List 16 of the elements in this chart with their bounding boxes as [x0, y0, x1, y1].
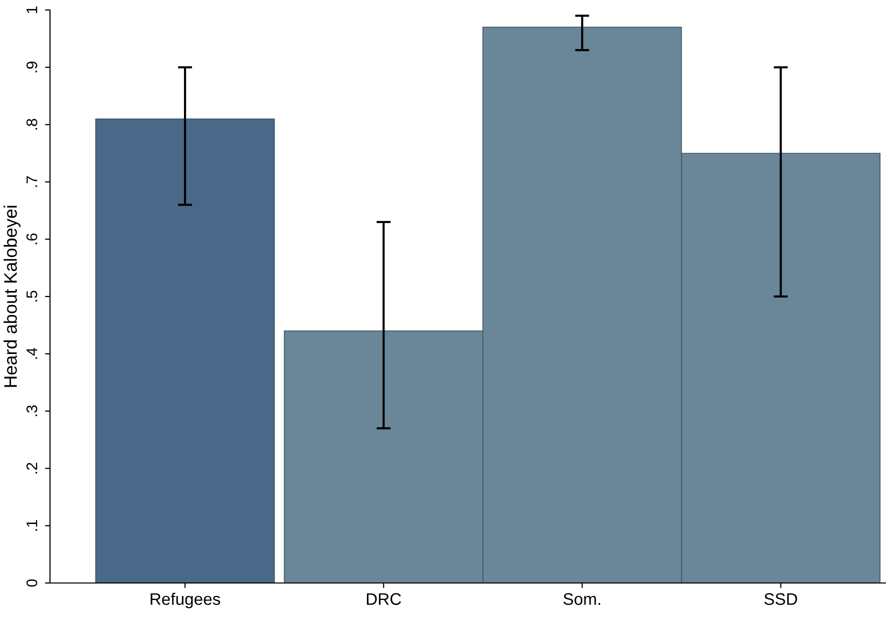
x-tick-label: SSD — [764, 593, 798, 605]
y-tick-label: .6 — [26, 234, 38, 244]
x-tick-label: DRC — [366, 593, 402, 605]
x-tick-label: Refugees — [150, 592, 220, 608]
y-tick-label: .7 — [26, 176, 38, 187]
y-tick-label: .2 — [26, 462, 38, 474]
y-tick-label: .3 — [26, 405, 38, 416]
y-tick-label: 0 — [26, 579, 38, 587]
y-tick-label: .5 — [26, 290, 38, 302]
y-tick-label: .9 — [26, 62, 38, 72]
y-axis-title: Heard about Kalobeyei — [4, 206, 20, 387]
y-tick-label: 1 — [26, 6, 38, 14]
y-tick-label: .1 — [26, 520, 38, 531]
y-tick-label: .8 — [26, 118, 38, 130]
x-tick-label: Som. — [563, 593, 600, 605]
y-tick-label: .4 — [26, 348, 38, 359]
